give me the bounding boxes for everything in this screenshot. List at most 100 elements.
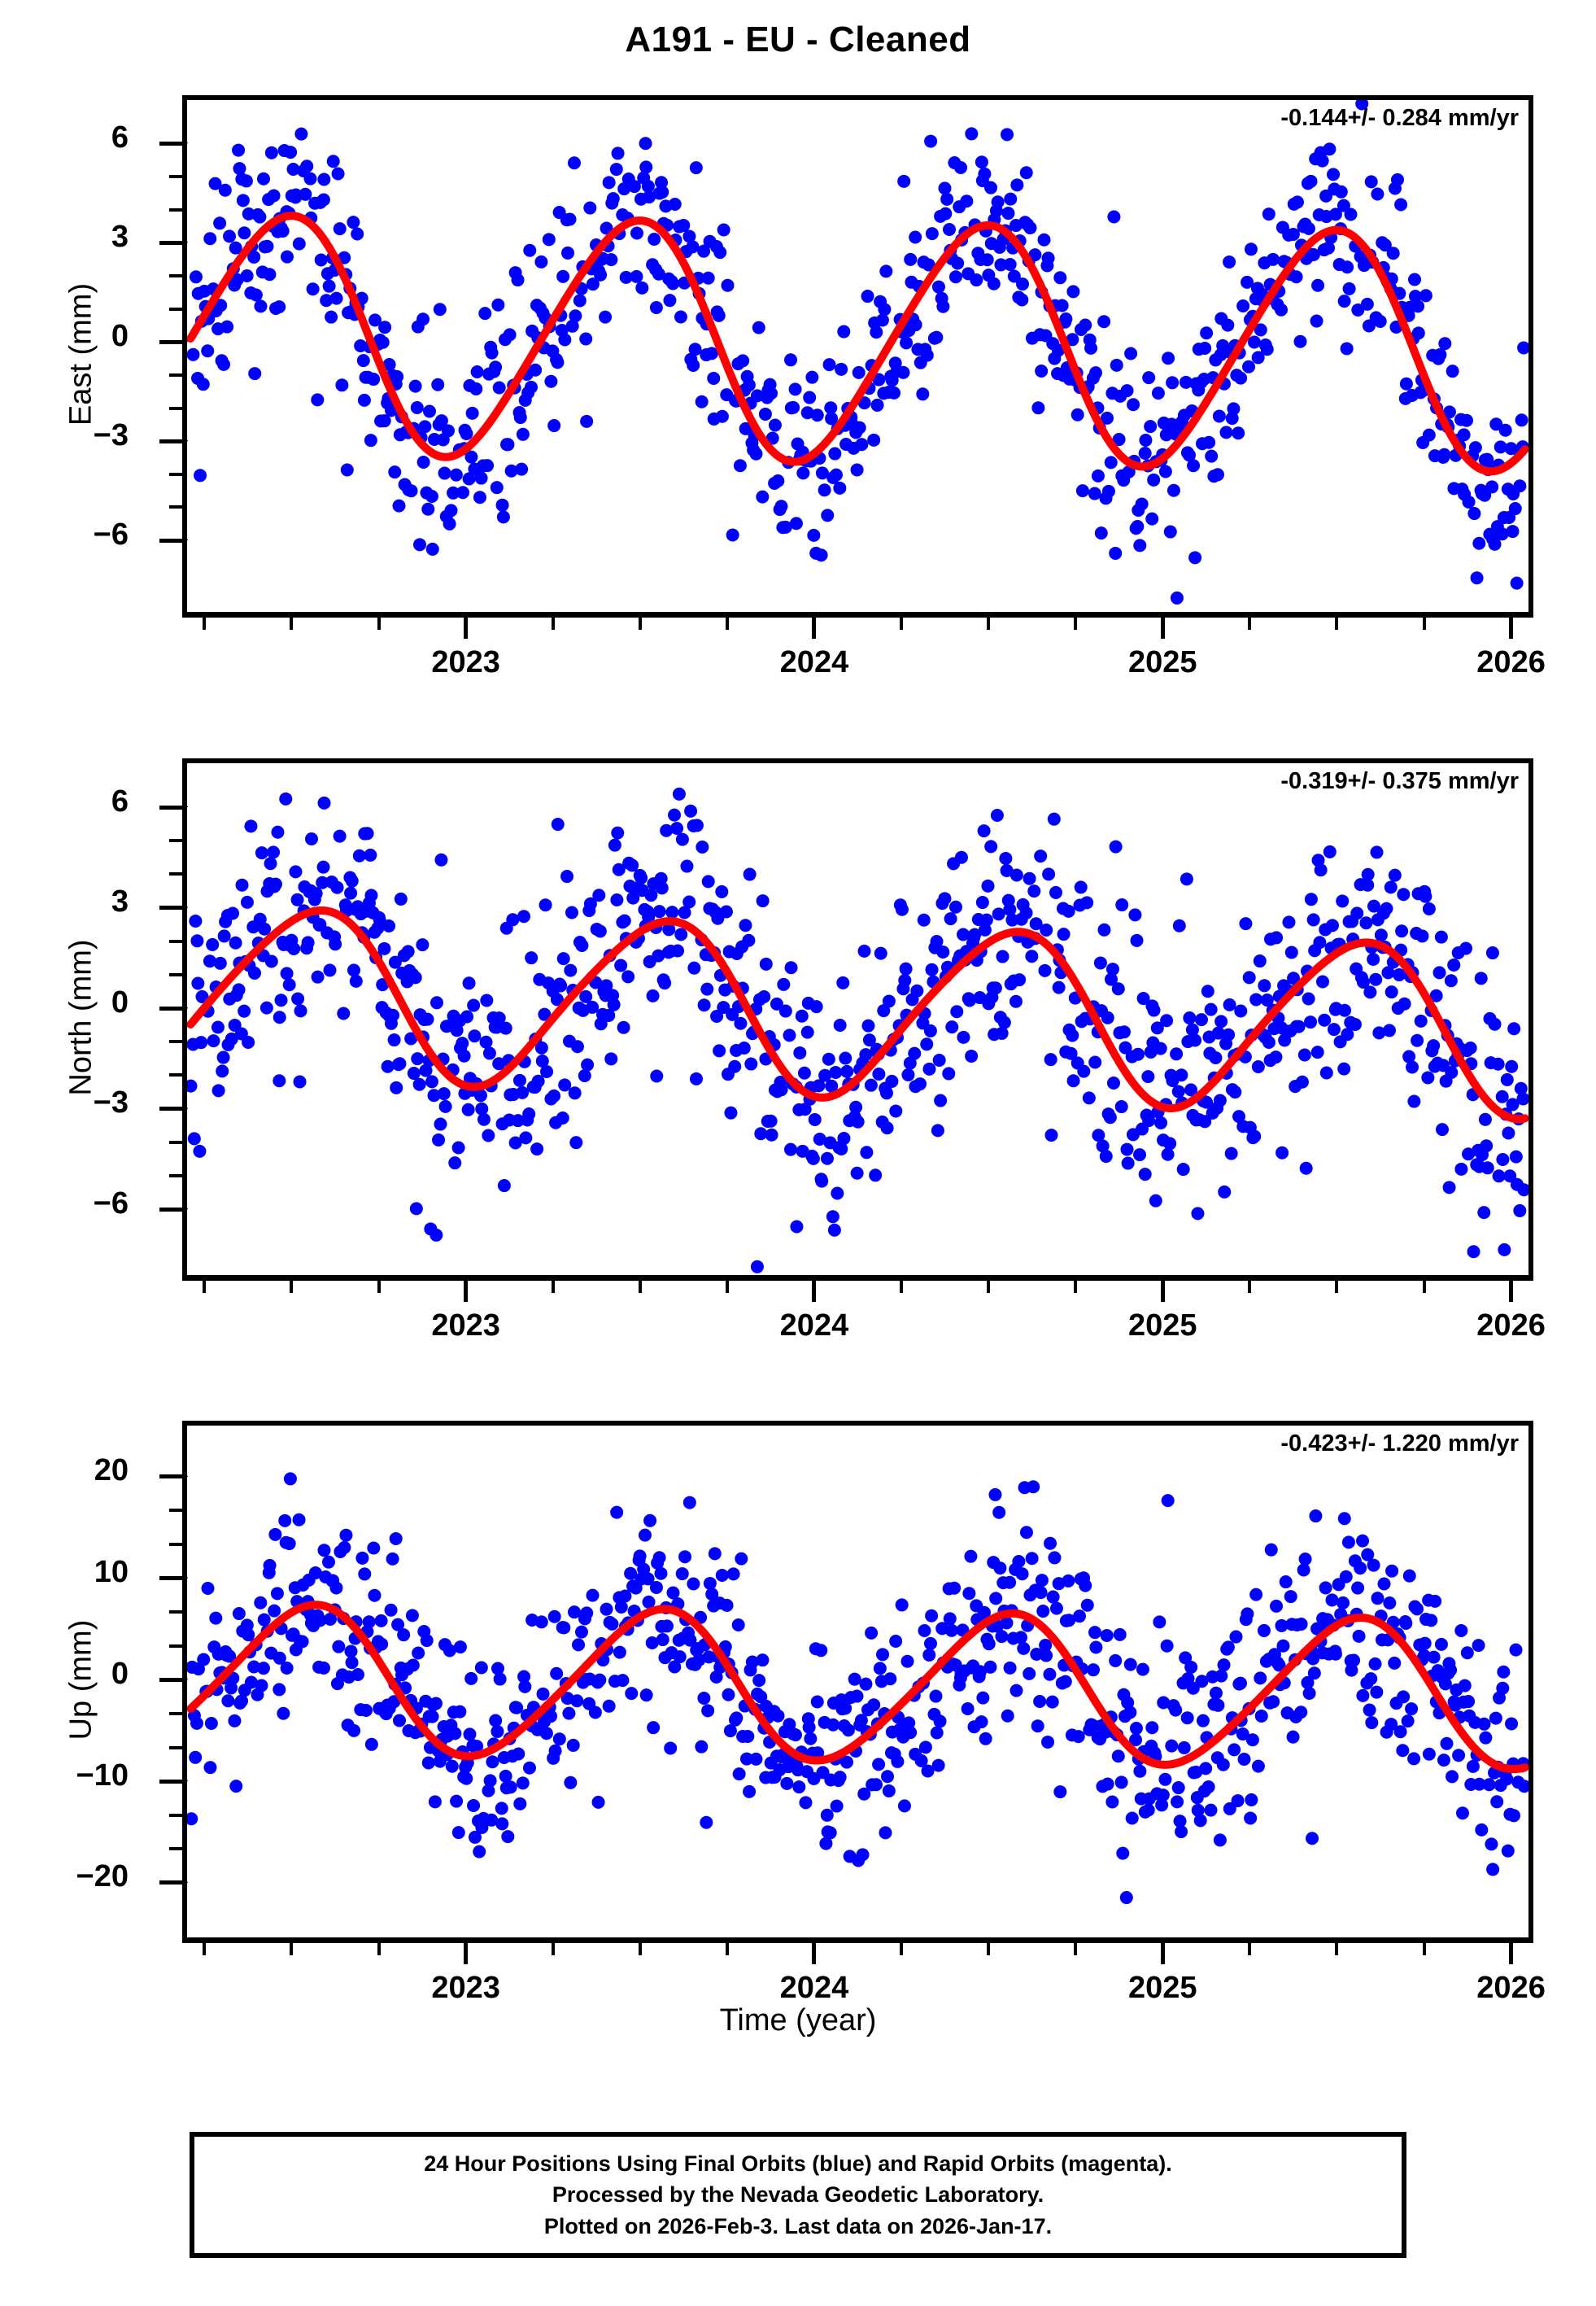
data-point	[1125, 1811, 1139, 1825]
data-point	[432, 1133, 446, 1146]
data-point	[434, 1117, 447, 1131]
data-point	[448, 1156, 462, 1170]
data-point	[425, 490, 438, 504]
data-point	[1359, 916, 1373, 930]
data-point	[1201, 985, 1214, 998]
data-point	[594, 268, 608, 282]
data-point	[618, 1589, 632, 1603]
ytick-label: −3	[93, 1085, 129, 1120]
data-point	[1463, 1042, 1477, 1055]
data-point	[1214, 1669, 1228, 1683]
data-point	[975, 1715, 988, 1729]
data-point	[203, 954, 216, 968]
data-point	[859, 1048, 873, 1062]
data-point	[1422, 428, 1436, 442]
data-point	[1459, 413, 1473, 427]
data-point	[1052, 980, 1066, 994]
data-point	[300, 159, 314, 173]
data-point	[364, 848, 377, 862]
data-point	[1438, 1677, 1452, 1691]
data-point	[897, 174, 911, 188]
data-point	[1311, 854, 1325, 867]
data-point	[1498, 423, 1512, 437]
data-point	[447, 486, 460, 500]
data-point	[1120, 1142, 1134, 1156]
data-point	[263, 268, 277, 282]
data-point	[1388, 868, 1402, 882]
ytick-minor-mark	[169, 1140, 182, 1144]
data-point	[932, 1053, 946, 1067]
data-point	[1052, 343, 1065, 357]
data-point	[1361, 878, 1375, 892]
data-point	[879, 1826, 892, 1840]
data-point	[491, 1724, 504, 1738]
data-point	[1145, 512, 1159, 526]
xtick-minor-mark	[725, 1943, 729, 1955]
data-point	[643, 1513, 657, 1527]
data-point	[329, 937, 342, 951]
data-point	[648, 233, 661, 246]
xtick-label: 2024	[779, 1971, 849, 2005]
data-point	[464, 450, 478, 464]
data-point	[508, 1136, 522, 1150]
data-point	[978, 167, 992, 181]
data-point	[518, 1679, 532, 1693]
data-point	[989, 1592, 1003, 1605]
data-point	[951, 256, 965, 270]
data-point	[556, 952, 570, 966]
data-point	[1019, 1526, 1033, 1540]
data-point	[465, 406, 479, 420]
data-point	[1313, 936, 1327, 950]
data-point	[1428, 1594, 1442, 1608]
data-point	[1442, 1181, 1456, 1194]
data-point	[229, 241, 242, 255]
data-point	[1434, 1637, 1448, 1651]
data-point	[793, 1046, 807, 1059]
data-point	[900, 1654, 914, 1668]
data-point	[909, 230, 922, 244]
xtick-minor-mark	[987, 618, 991, 630]
data-point	[351, 227, 364, 241]
data-point	[496, 510, 510, 524]
data-point	[326, 155, 340, 168]
up-rate-label: -0.423+/- 1.220 mm/yr	[1280, 1430, 1519, 1457]
data-point	[401, 945, 415, 959]
data-point	[1351, 303, 1365, 317]
ytick-mark	[159, 439, 182, 443]
data-point	[611, 826, 625, 840]
data-point	[687, 1577, 700, 1591]
data-point	[1025, 950, 1039, 963]
ytick-minor-mark	[169, 1610, 182, 1614]
data-point	[410, 401, 424, 415]
data-point	[1170, 591, 1184, 605]
data-point	[641, 179, 655, 193]
data-point	[655, 881, 669, 895]
data-point	[386, 1552, 399, 1566]
data-point	[1513, 1203, 1527, 1217]
data-point	[703, 1576, 717, 1590]
data-point	[1200, 326, 1214, 340]
data-point	[1043, 1667, 1057, 1681]
data-point	[463, 1727, 477, 1741]
data-point	[573, 294, 587, 308]
data-point	[1105, 963, 1119, 976]
data-point	[1155, 1798, 1169, 1812]
data-point	[479, 1035, 493, 1049]
data-point	[316, 193, 330, 207]
data-point	[1304, 893, 1318, 906]
data-point	[422, 404, 436, 418]
data-point	[1221, 318, 1235, 332]
data-point	[1073, 1609, 1087, 1623]
data-point	[332, 1640, 346, 1653]
data-point	[1096, 1139, 1110, 1153]
data-point	[774, 500, 788, 513]
data-point	[421, 1756, 435, 1770]
data-point	[287, 941, 301, 955]
data-point	[470, 365, 484, 379]
data-point	[1159, 428, 1173, 442]
data-point	[1049, 885, 1062, 899]
data-point	[695, 395, 709, 408]
data-point	[1437, 1754, 1450, 1767]
data-point	[470, 1740, 484, 1754]
data-point	[1402, 1050, 1416, 1063]
